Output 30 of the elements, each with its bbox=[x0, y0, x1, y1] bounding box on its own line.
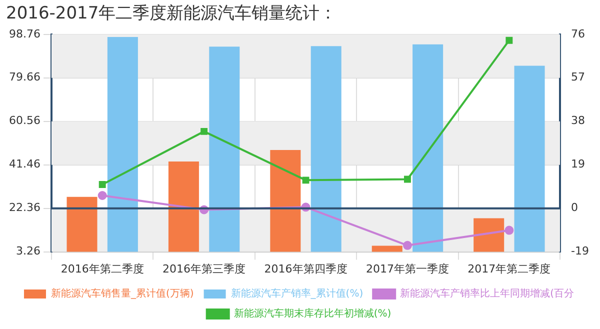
point bbox=[98, 191, 107, 200]
y2-tick-label: 57 bbox=[571, 70, 586, 84]
legend-label: 新能源汽车产销率_累计值(%) bbox=[230, 288, 364, 300]
point bbox=[200, 128, 208, 135]
y-tick-label: 79.66 bbox=[8, 70, 40, 84]
x-tick-label: 2016年第二季度 bbox=[60, 262, 144, 276]
y-tick-label: 60.56 bbox=[8, 114, 40, 128]
y-tick-label: 41.46 bbox=[8, 158, 40, 171]
point bbox=[506, 36, 513, 44]
legend-label: 新能源汽车产销率比上年同期增减(百分 bbox=[400, 288, 574, 300]
y-tick-label: 98.76 bbox=[8, 27, 40, 40]
y2-tick-label: -19 bbox=[571, 244, 589, 258]
x-tick-label: 2017年第二季度 bbox=[468, 262, 551, 276]
chart-title: 2016-2017年二季度新能源汽车销量统计： bbox=[6, 4, 337, 24]
y2-tick-label: 38 bbox=[571, 114, 586, 128]
y2-tick-label: 0 bbox=[571, 201, 578, 214]
y2-tick-label: 76 bbox=[571, 27, 586, 40]
point bbox=[402, 240, 412, 250]
point bbox=[98, 181, 106, 188]
y-tick-label: 3.26 bbox=[16, 244, 40, 258]
legend-label: 新能源汽车期末库存比年初增减(%) bbox=[234, 308, 392, 320]
point bbox=[504, 226, 514, 235]
x-tick-label: 2016年第三季度 bbox=[162, 262, 246, 276]
y2-tick-label: 19 bbox=[571, 158, 586, 171]
x-tick-label: 2016年第四季度 bbox=[264, 262, 348, 276]
legend-label: 新能源汽车销售量_累计值(万辆) bbox=[50, 288, 194, 300]
point bbox=[404, 176, 411, 183]
y-tick-label: 22.36 bbox=[8, 201, 40, 214]
point bbox=[302, 176, 310, 184]
x-tick-label: 2017年第一季度 bbox=[366, 262, 449, 276]
